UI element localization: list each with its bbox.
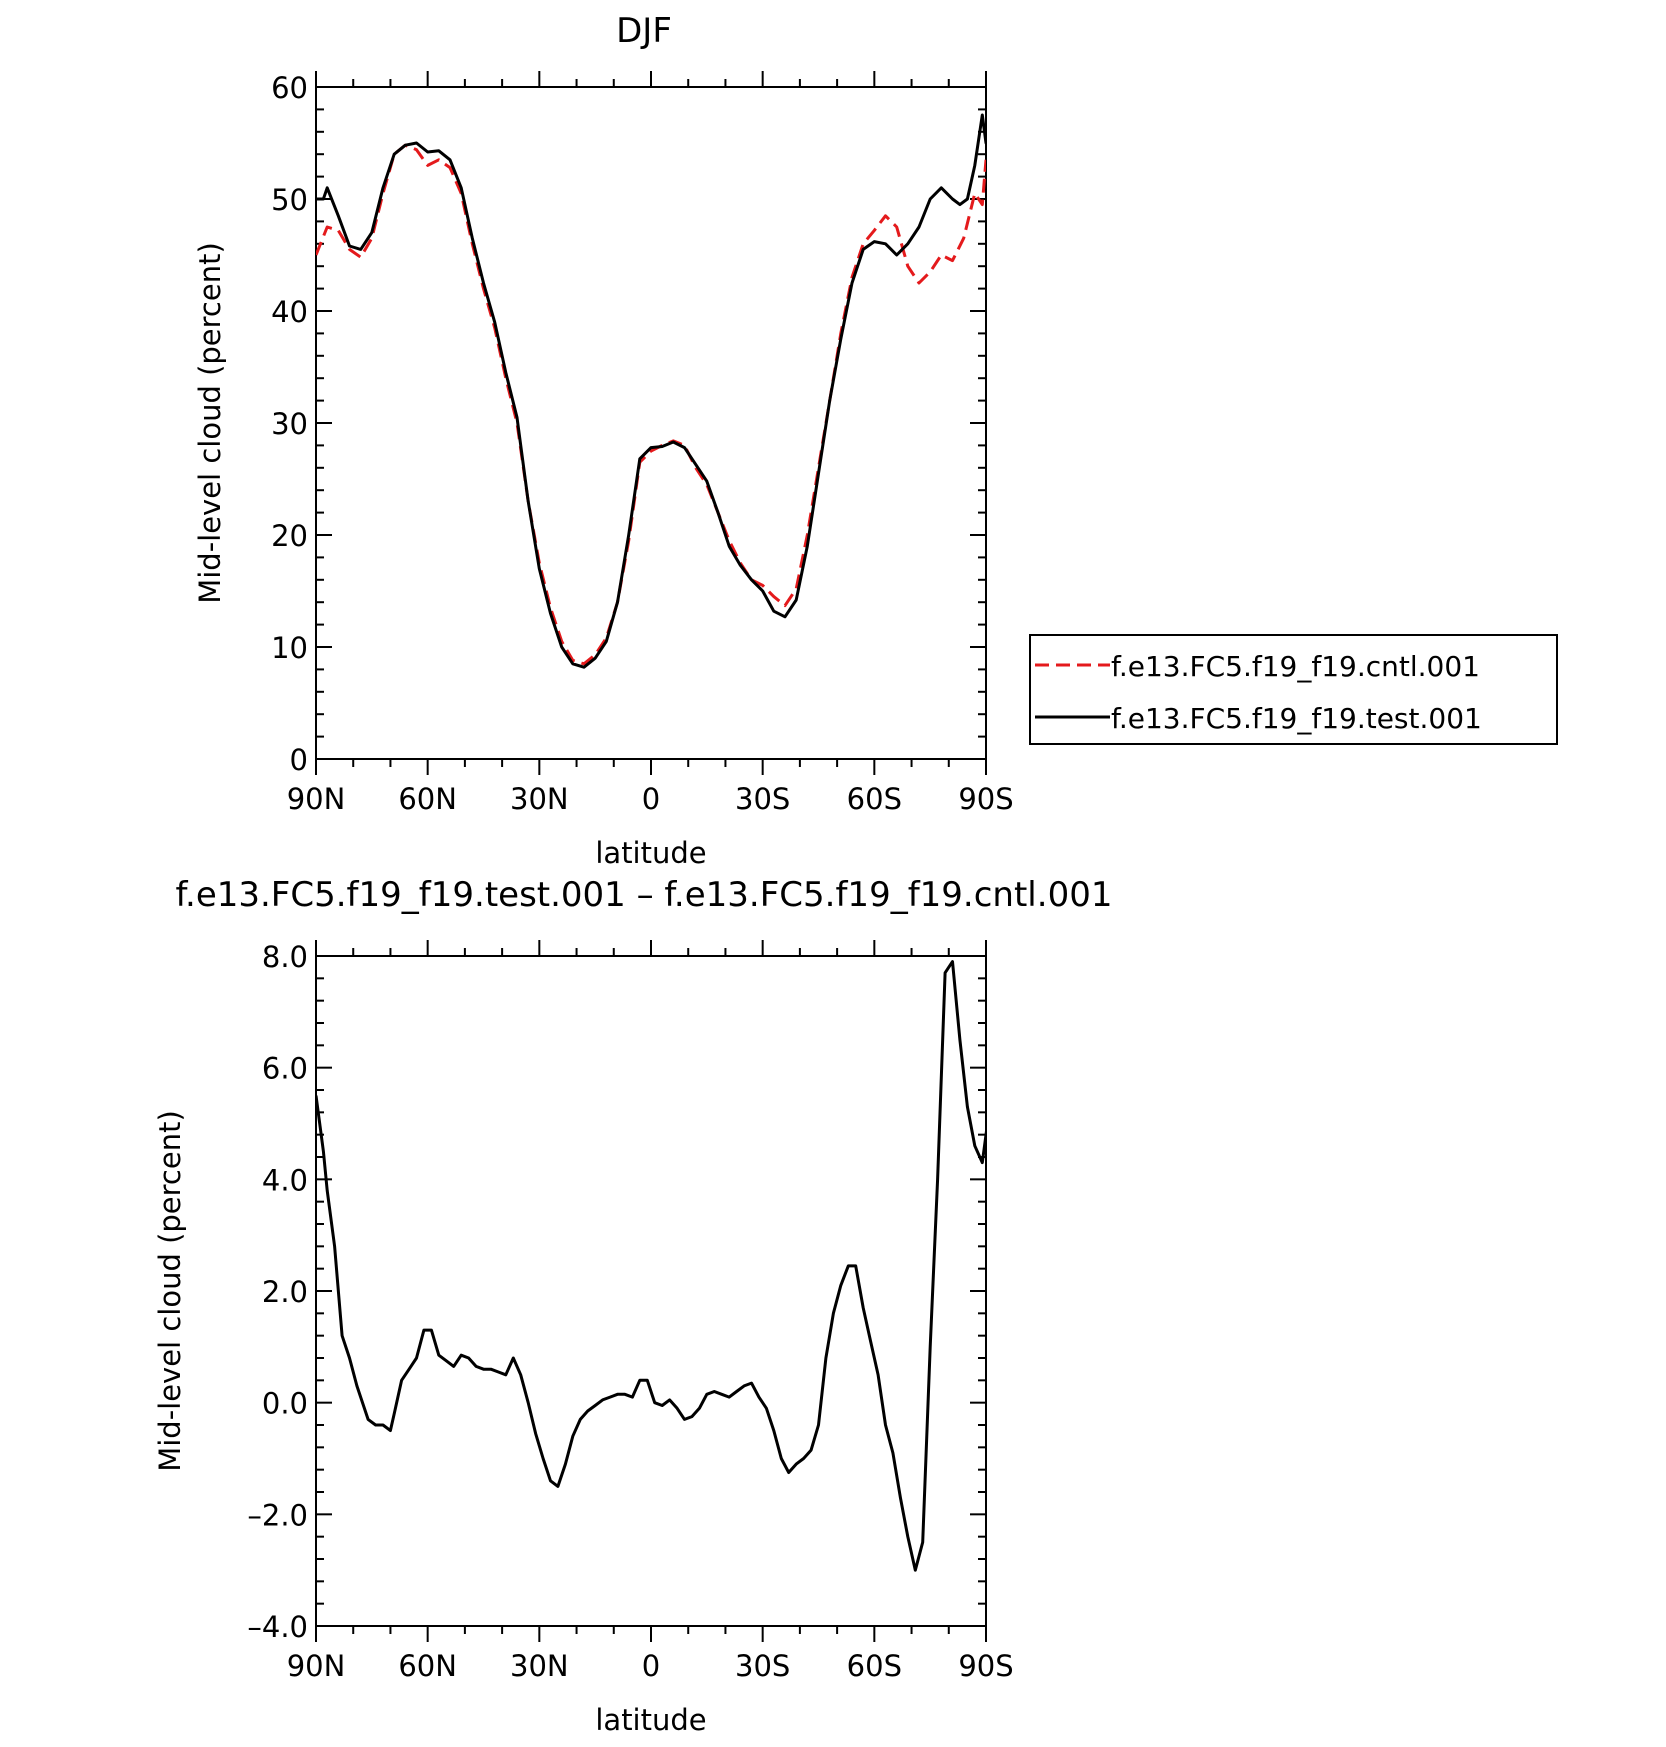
- top-x-tick-label: 30N: [510, 782, 569, 816]
- top-series-lines: [316, 113, 986, 669]
- bottom-panel: f.e13.FC5.f19_f19.test.001 – f.e13.FC5.f…: [153, 875, 1112, 1737]
- bottom-x-tick-label: 0: [642, 1649, 660, 1683]
- bottom-y-axis-label: Mid-level cloud (percent): [153, 1110, 187, 1472]
- top-y-tick-label: 50: [271, 183, 308, 217]
- legend: f.e13.FC5.f19_f19.cntl.001 f.e13.FC5.f19…: [1029, 634, 1558, 745]
- bottom-y-tick-label: 8.0: [262, 940, 308, 974]
- bottom-y-tick-label: 4.0: [262, 1163, 308, 1197]
- top-y-tick-label: 0: [290, 743, 308, 777]
- top-y-axis-label: Mid-level cloud (percent): [193, 242, 227, 604]
- bottom-y-tick-label: –4.0: [247, 1610, 308, 1644]
- legend-label-test: f.e13.FC5.f19_f19.test.001: [1111, 702, 1482, 735]
- top-series-line-0: [316, 143, 986, 666]
- bottom-axis-ticks: –4.0 –2.0 0.0 2.0 4.0 6.0 8.0 90N 60N 30N 0 30S 60S 9…: [247, 940, 1014, 1683]
- bottom-y-tick-label: 0.0: [262, 1387, 308, 1421]
- bottom-series-line-0: [316, 960, 986, 1572]
- top-x-tick-label: 0: [642, 782, 660, 816]
- top-y-tick-label: 40: [271, 295, 308, 329]
- top-x-tick-label: 60N: [398, 782, 457, 816]
- bottom-x-tick-label: 90N: [287, 1649, 346, 1683]
- top-panel: DJF 0 10 20 30 40 50 60 90N 60N 30N 0 30S 60S 90S lat…: [193, 11, 1558, 870]
- bottom-chart-title: f.e13.FC5.f19_f19.test.001 – f.e13.FC5.f…: [176, 875, 1113, 915]
- bottom-series-lines: [316, 960, 986, 1572]
- legend-label-cntl: f.e13.FC5.f19_f19.cntl.001: [1111, 650, 1480, 683]
- top-plot-frame: [315, 86, 987, 760]
- top-x-tick-label: 90N: [287, 782, 346, 816]
- bottom-y-tick-label: 2.0: [262, 1275, 308, 1309]
- top-y-tick-label: 60: [271, 71, 308, 105]
- bottom-y-tick-label: –2.0: [247, 1498, 308, 1532]
- top-y-tick-label: 10: [271, 631, 308, 665]
- top-x-tick-label: 60S: [847, 782, 902, 816]
- top-series-line-1: [316, 113, 986, 669]
- top-y-tick-label: 20: [271, 519, 308, 553]
- bottom-x-tick-label: 60N: [398, 1649, 457, 1683]
- bottom-x-tick-label: 90S: [958, 1649, 1013, 1683]
- legend-box: [1029, 634, 1558, 745]
- bottom-x-axis-label: latitude: [595, 1703, 706, 1737]
- top-chart-title: DJF: [616, 11, 672, 51]
- bottom-y-tick-label: 6.0: [262, 1052, 308, 1086]
- top-y-tick-label: 30: [271, 407, 308, 441]
- top-axis-ticks: 0 10 20 30 40 50 60 90N 60N 30N 0 30S 60S 90S: [271, 71, 1014, 816]
- bottom-x-tick-label: 60S: [847, 1649, 902, 1683]
- top-x-tick-label: 30S: [735, 782, 790, 816]
- bottom-x-tick-label: 30S: [735, 1649, 790, 1683]
- bottom-x-tick-label: 30N: [510, 1649, 569, 1683]
- bottom-plot-frame: [315, 955, 987, 1627]
- top-x-tick-label: 90S: [958, 782, 1013, 816]
- top-x-axis-label: latitude: [595, 836, 706, 870]
